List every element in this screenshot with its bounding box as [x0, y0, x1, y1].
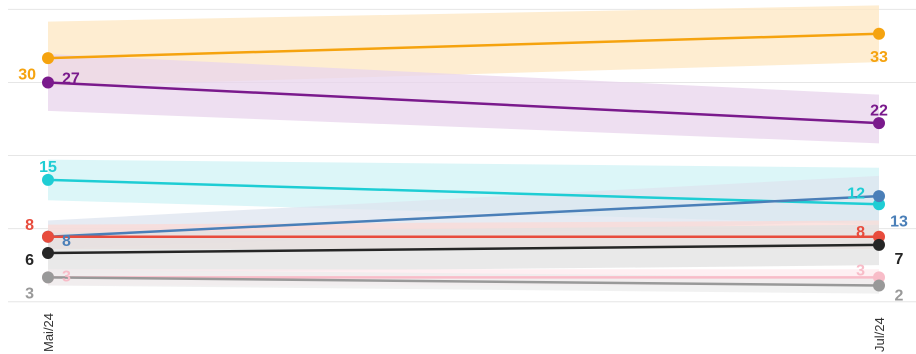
confidence-band [48, 54, 879, 144]
series-lines [47, 32, 880, 287]
data-point [873, 27, 885, 40]
data-label: 6 [25, 252, 34, 269]
data-label: 13 [890, 213, 908, 230]
series-line [47, 32, 880, 60]
data-label: 27 [62, 71, 80, 88]
data-point [873, 117, 885, 130]
data-label: 30 [18, 66, 36, 83]
data-label: 8 [856, 224, 865, 241]
confidence-bands [48, 5, 879, 294]
data-label: 3 [25, 286, 34, 303]
data-point [42, 271, 54, 284]
data-point [873, 238, 885, 251]
data-point [873, 190, 885, 203]
data-label: 7 [895, 251, 904, 268]
data-point [42, 230, 54, 243]
series-line [47, 276, 880, 287]
data-point [873, 279, 885, 292]
data-point [42, 173, 54, 186]
series-points [42, 27, 885, 292]
series-line [47, 81, 880, 125]
x-axis-ticks: Mai/24 Jul/24 [41, 313, 887, 352]
series-line [47, 243, 880, 255]
data-label: 2 [895, 288, 904, 305]
data-label: 15 [39, 159, 57, 176]
data-label: 3 [62, 269, 71, 286]
data-label: 8 [25, 217, 34, 234]
series-line [47, 194, 880, 239]
data-point [42, 247, 54, 259]
x-tick-label: Mai/24 [41, 313, 56, 352]
data-label: 12 [847, 185, 865, 202]
data-label: 8 [62, 233, 71, 250]
series-line [47, 178, 880, 206]
data-point [42, 52, 54, 65]
data-label: 22 [870, 102, 888, 119]
data-label: 33 [870, 49, 888, 66]
data-point [42, 76, 54, 89]
data-label: 3 [856, 263, 865, 280]
x-tick-label: Jul/24 [872, 317, 887, 352]
